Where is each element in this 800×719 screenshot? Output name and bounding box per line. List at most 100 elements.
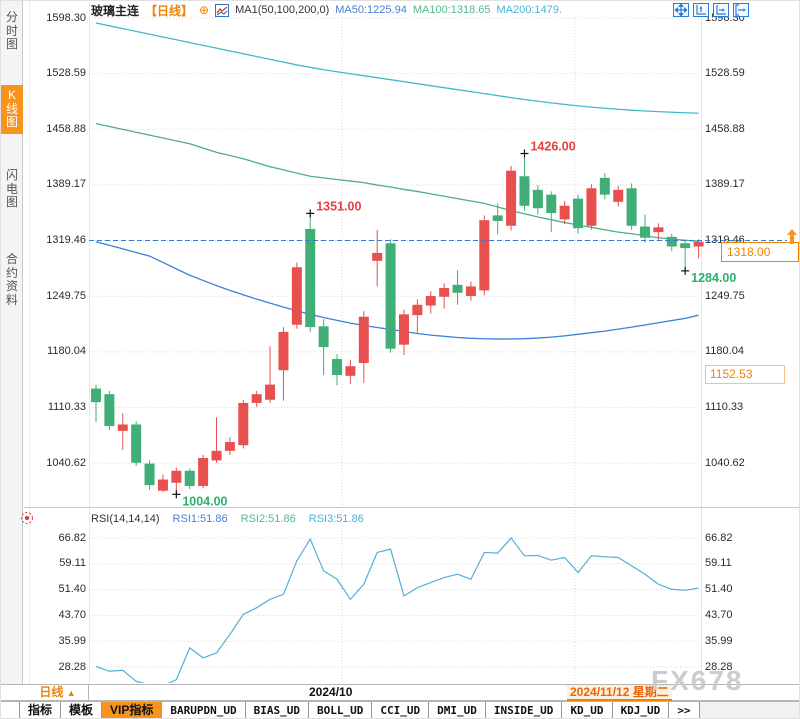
candle-body <box>398 314 409 345</box>
sidebar-item-char: 分 <box>5 10 18 24</box>
sidebar-item-char: 料 <box>5 292 18 307</box>
candle-body <box>532 189 543 209</box>
candle-body <box>318 326 329 348</box>
candle-body <box>144 463 155 486</box>
rsi-line <box>95 537 699 683</box>
sidebar-item-char: 图 <box>5 115 18 129</box>
indicator-tab-3[interactable]: VIP指标 <box>102 702 163 718</box>
candle-body <box>104 394 115 427</box>
month-axis-label: 2024/10 <box>309 685 353 699</box>
rsi-formula-label: RSI(14,14,14) <box>91 513 160 525</box>
sidebar-item-3[interactable]: 闪电图 <box>1 168 23 210</box>
crosshair-move-icon[interactable] <box>673 3 689 17</box>
indicator-tab-11[interactable]: KDJ_UD <box>612 702 670 718</box>
candle-body <box>385 243 396 349</box>
indicator-tab-10[interactable]: KD_UD <box>562 702 613 718</box>
price-tick-right: 1319.46 <box>705 234 745 247</box>
price-tick-right: 1180.04 <box>705 345 744 358</box>
circle-plus-icon[interactable]: ⊕ <box>199 3 210 17</box>
price-tick-left: 1110.33 <box>47 400 86 413</box>
price-tick-right: 1598.30 <box>705 11 745 24</box>
x-axis-scale-icon[interactable] <box>713 3 729 17</box>
chart-toolbar <box>673 3 749 17</box>
rsi-tick-left: 51.40 <box>58 583 86 596</box>
sidebar-item-char: 线 <box>5 101 18 116</box>
rsi2-value-label: RSI2:51.86 <box>240 513 296 525</box>
sidebar-item-char: 电 <box>5 181 18 196</box>
candle-body <box>91 388 101 403</box>
price-tick-right: 1389.17 <box>705 178 745 191</box>
sidebar-item-char: 图 <box>5 195 18 209</box>
rsi-tick-right: 43.70 <box>705 608 733 621</box>
candle-body <box>492 215 503 221</box>
price-annotation-label: 1351.00 <box>316 199 361 213</box>
rsi-tick-right: 51.40 <box>705 583 733 596</box>
ma200-line <box>95 22 699 114</box>
indicator-tab-4[interactable]: BARUPDN_UD <box>162 702 246 718</box>
candle-body <box>653 227 664 233</box>
candle-body <box>639 226 650 238</box>
rsi-tick-right: 35.99 <box>705 634 733 647</box>
rsi-tick-right: 59.11 <box>705 557 732 570</box>
period-selector[interactable]: 日线 ▲ <box>27 685 89 700</box>
price-tick-right: 1110.33 <box>705 400 744 413</box>
last-price-box: 1318.00 <box>721 242 799 262</box>
price-tick-left: 1458.88 <box>46 122 86 135</box>
period-label: 日线 <box>39 685 64 699</box>
candle-body <box>479 220 490 291</box>
page-forward-icon[interactable] <box>733 3 749 17</box>
alarm-icon[interactable] <box>19 510 35 526</box>
price-annotation-label: 1426.00 <box>530 140 575 154</box>
plot-left-border <box>89 1 90 684</box>
tabbar-corner-cell <box>1 702 20 718</box>
sidebar-item-1[interactable]: 分时图 <box>1 10 23 52</box>
current-price-arrow-icon <box>787 229 797 244</box>
price-tick-right: 1528.59 <box>705 67 745 80</box>
sidebar-item-char: 时 <box>5 23 18 38</box>
sidebar-item-char: 合 <box>5 252 18 266</box>
rsi-tick-left: 43.70 <box>58 608 86 621</box>
gutter-divider <box>29 1 30 701</box>
indicator-tab-5[interactable]: BIAS_UD <box>245 702 309 718</box>
candle-body <box>559 205 570 220</box>
indicator-tab-9[interactable]: INSIDE_UD <box>485 702 563 718</box>
candle-body <box>117 424 128 431</box>
candle-body <box>425 295 436 306</box>
sidebar-item-4[interactable]: 合约资料 <box>1 252 23 307</box>
candle-body <box>439 288 450 297</box>
y-axis-scale-icon[interactable] <box>693 3 709 17</box>
ma100-line <box>95 122 699 242</box>
price-tick-left: 1389.17 <box>46 178 86 191</box>
candle-body <box>251 394 262 403</box>
candle-body <box>666 236 677 247</box>
kline-chart-icon[interactable] <box>215 3 230 17</box>
indicator-tab-6[interactable]: BOLL_UD <box>308 702 373 718</box>
rsi-tick-left: 59.11 <box>59 557 86 570</box>
indicator-tab-12[interactable]: >> <box>669 702 700 718</box>
indicator-tab-8[interactable]: DMI_UD <box>429 702 486 718</box>
candle-body <box>680 243 691 249</box>
chart-header: 玻璃主连 【日线】 ⊕ MA1(50,100,200,0) MA50:1225.… <box>91 2 562 18</box>
indicator-tab-2[interactable]: 模板 <box>61 702 103 718</box>
indicator-tab-1[interactable]: 指标 <box>20 702 62 718</box>
price-tick-right: 1040.62 <box>705 456 745 469</box>
rsi1-value-label: RSI1:51.86 <box>172 513 228 525</box>
rsi-tick-left: 28.28 <box>58 660 86 673</box>
candle-body <box>626 188 637 226</box>
ma100-value-label: MA100:1318.65 <box>412 4 491 16</box>
candle-body <box>506 170 517 226</box>
candle-body <box>412 304 423 316</box>
price-tick-left: 1249.75 <box>46 289 86 302</box>
period-tag: 【日线】 <box>145 3 194 18</box>
candle-body <box>693 241 704 247</box>
plot-right-border <box>701 1 702 684</box>
candle-body <box>465 286 476 296</box>
sidebar-item-char: 闪 <box>5 168 18 182</box>
rsi3-value-label: RSI3:51.86 <box>308 513 364 525</box>
candle-body <box>211 450 222 461</box>
indicator-tab-7[interactable]: CCI_UD <box>372 702 430 718</box>
candle-body <box>573 198 584 229</box>
candle-body <box>586 188 597 226</box>
